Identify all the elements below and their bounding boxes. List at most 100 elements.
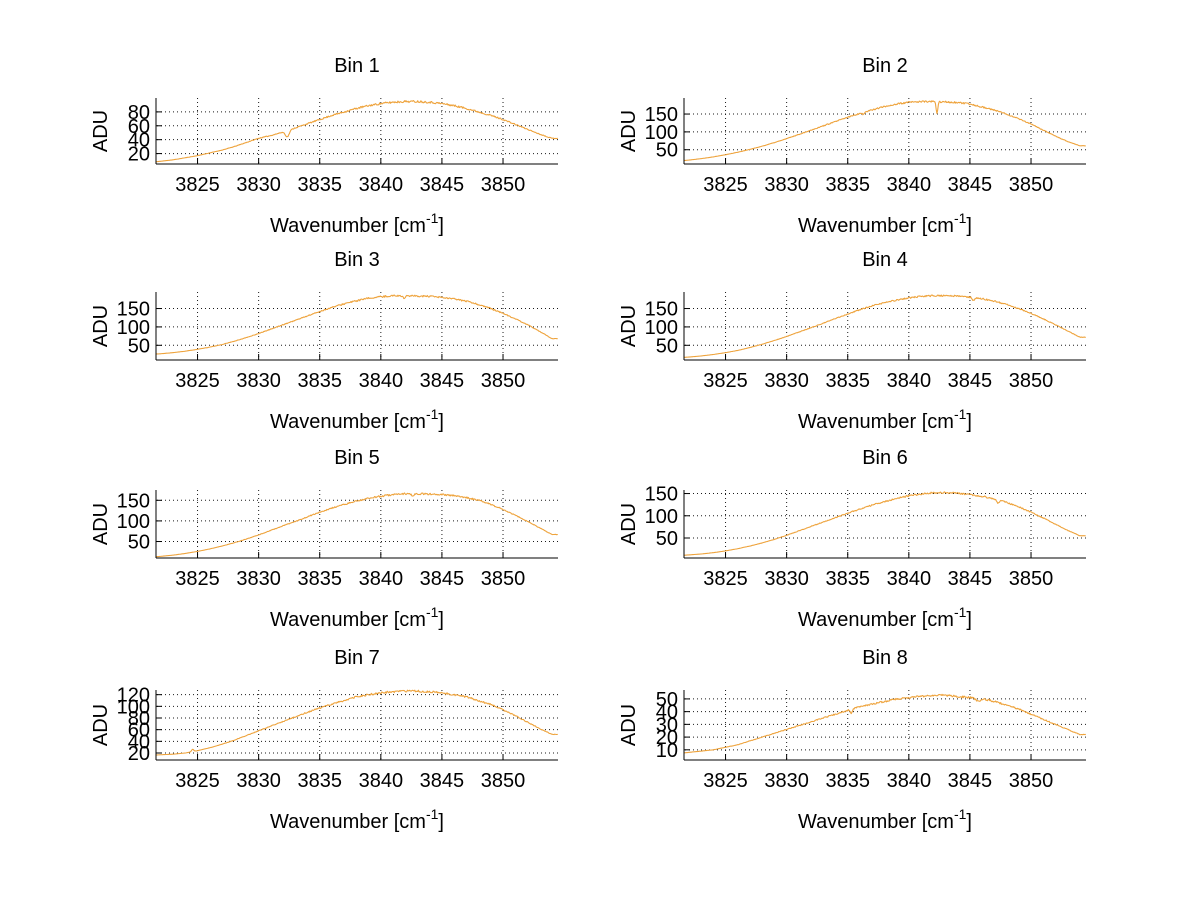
spectrum-curve xyxy=(155,492,558,558)
y-tick-label: 20 xyxy=(128,743,150,765)
x-tick-label: 3835 xyxy=(825,770,870,792)
y-tick-label: 150 xyxy=(117,490,150,512)
spectrum-curve xyxy=(683,693,1087,754)
x-tick-label: 3825 xyxy=(175,568,220,590)
x-tick-label: 3825 xyxy=(703,370,748,392)
subplot-title-bin-8: Bin 8 xyxy=(862,647,908,669)
y-tick-label: 50 xyxy=(656,140,678,162)
subplot-title-bin-6: Bin 6 xyxy=(862,447,908,469)
y-tick-label: 50 xyxy=(656,528,678,550)
x-axis-label-bin-4: Wavenumber [cm-1] xyxy=(798,406,972,433)
x-tick-label: 3845 xyxy=(420,770,465,792)
y-axis-label-bin-5: ADU xyxy=(90,503,112,545)
x-tick-label: 3835 xyxy=(825,370,870,392)
subplot-title-bin-7: Bin 7 xyxy=(334,647,380,669)
x-tick-label: 3845 xyxy=(948,174,993,196)
y-tick-label: 100 xyxy=(645,122,678,144)
x-tick-label: 3830 xyxy=(236,370,281,392)
spectrum-curve xyxy=(155,689,558,756)
y-axis-label-bin-1: ADU xyxy=(90,110,112,152)
y-tick-label: 60 xyxy=(128,720,150,742)
y-tick-label: 50 xyxy=(128,532,150,554)
y-tick-label: 20 xyxy=(128,144,150,166)
x-tick-label: 3840 xyxy=(887,174,932,196)
x-tick-label: 3840 xyxy=(359,174,404,196)
x-tick-label: 3835 xyxy=(297,370,342,392)
x-axis-label-bin-5: Wavenumber [cm-1] xyxy=(270,604,444,631)
y-tick-label: 40 xyxy=(656,702,678,724)
x-tick-label: 3850 xyxy=(481,370,526,392)
x-tick-label: 3835 xyxy=(297,568,342,590)
subplot-title-bin-4: Bin 4 xyxy=(862,249,908,271)
y-axis-label-bin-6: ADU xyxy=(618,503,640,545)
x-tick-label: 3840 xyxy=(887,568,932,590)
spectrum-curve xyxy=(683,100,1086,162)
y-tick-label: 10 xyxy=(656,740,678,762)
x-tick-label: 3850 xyxy=(481,568,526,590)
y-axis-label-bin-2: ADU xyxy=(618,110,640,152)
y-axis-label-bin-8: ADU xyxy=(618,704,640,746)
x-tick-label: 3840 xyxy=(359,568,404,590)
x-tick-label: 3825 xyxy=(175,174,220,196)
y-tick-label: 100 xyxy=(645,506,678,528)
x-tick-label: 3825 xyxy=(703,174,748,196)
subplot-title-bin-5: Bin 5 xyxy=(334,447,380,469)
x-tick-label: 3835 xyxy=(297,174,342,196)
y-tick-label: 30 xyxy=(656,714,678,736)
x-tick-label: 3830 xyxy=(236,174,281,196)
y-tick-label: 120 xyxy=(117,685,150,707)
y-tick-label: 50 xyxy=(128,335,150,357)
y-tick-label: 50 xyxy=(656,335,678,357)
spectrum-curve xyxy=(155,99,558,163)
y-tick-label: 100 xyxy=(117,317,150,339)
x-tick-label: 3850 xyxy=(1009,770,1054,792)
x-axis-label-bin-2: Wavenumber [cm-1] xyxy=(798,210,972,237)
x-tick-label: 3845 xyxy=(948,370,993,392)
x-tick-label: 3825 xyxy=(175,770,220,792)
spectrum-curve xyxy=(683,294,1086,358)
x-tick-label: 3835 xyxy=(825,174,870,196)
x-tick-label: 3830 xyxy=(236,770,281,792)
spectrum-curve xyxy=(155,294,558,355)
x-axis-label-bin-3: Wavenumber [cm-1] xyxy=(270,406,444,433)
x-tick-label: 3825 xyxy=(703,568,748,590)
x-tick-label: 3830 xyxy=(764,568,809,590)
y-tick-label: 100 xyxy=(117,696,150,718)
x-tick-label: 3825 xyxy=(175,370,220,392)
spectrum-curve xyxy=(683,491,1086,556)
x-axis-label-bin-6: Wavenumber [cm-1] xyxy=(798,604,972,631)
x-tick-label: 3845 xyxy=(420,370,465,392)
y-axis-label-bin-4: ADU xyxy=(618,305,640,347)
x-tick-label: 3840 xyxy=(887,370,932,392)
y-tick-label: 150 xyxy=(645,299,678,321)
x-tick-label: 3835 xyxy=(297,770,342,792)
x-tick-label: 3850 xyxy=(1009,174,1054,196)
x-tick-label: 3840 xyxy=(359,370,404,392)
subplot-title-bin-3: Bin 3 xyxy=(334,249,380,271)
y-tick-label: 80 xyxy=(128,102,150,124)
y-tick-label: 100 xyxy=(117,511,150,533)
x-tick-label: 3835 xyxy=(825,568,870,590)
x-tick-label: 3830 xyxy=(764,174,809,196)
y-tick-label: 50 xyxy=(656,689,678,711)
x-tick-label: 3840 xyxy=(359,770,404,792)
x-tick-label: 3850 xyxy=(481,174,526,196)
y-axis-label-bin-3: ADU xyxy=(90,305,112,347)
y-tick-label: 150 xyxy=(645,104,678,126)
